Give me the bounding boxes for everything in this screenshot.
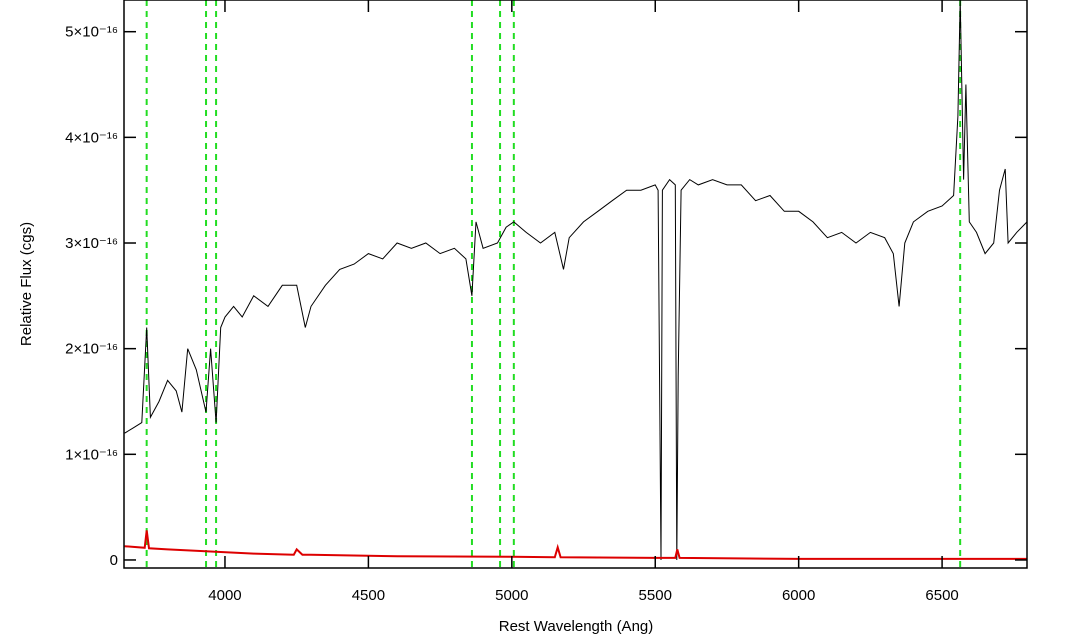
y-axis-label: Relative Flux (cgs) — [18, 222, 35, 346]
y-tick-label: 4×10⁻¹⁶ — [65, 129, 118, 146]
y-tick-label: 2×10⁻¹⁶ — [65, 341, 118, 358]
y-tick-label: 5×10⁻¹⁶ — [65, 24, 118, 41]
y-tick-label: 3×10⁻¹⁶ — [65, 235, 118, 252]
y-tick-label: 0 — [110, 552, 118, 569]
x-tick-label: 6500 — [925, 587, 958, 604]
spectrum-line — [124, 530, 1027, 560]
plot-frame — [123, 0, 1028, 569]
y-tick-label: 1×10⁻¹⁶ — [65, 446, 118, 463]
x-axis-label: Rest Wavelength (Ang) — [499, 618, 654, 635]
x-tick-label: 5500 — [639, 587, 672, 604]
x-tick-label: 6000 — [782, 587, 815, 604]
x-tick-label: 4000 — [208, 587, 241, 604]
x-tick-label: 4500 — [352, 587, 385, 604]
spectrum-line — [124, 0, 1028, 561]
x-tick-label: 5000 — [495, 587, 528, 604]
